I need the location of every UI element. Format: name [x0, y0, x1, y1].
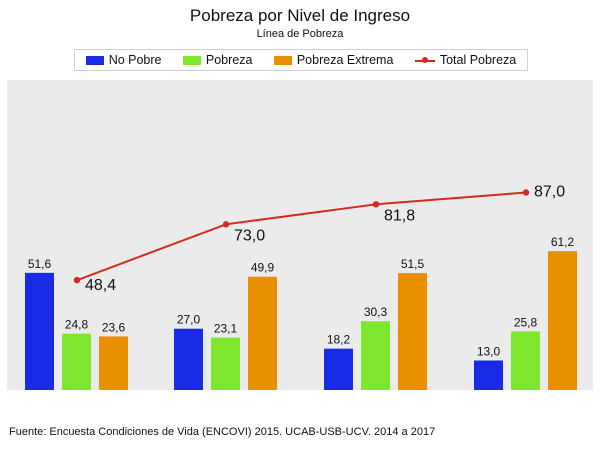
data-label-no-pobre-2015: 27,0: [177, 313, 201, 327]
legend-swatch-no-pobre: [85, 55, 104, 65]
bar-no-pobre-2014: [25, 272, 54, 390]
bar-pobreza-extrema-2016: [398, 273, 427, 390]
bar-pobreza-2017: [511, 331, 540, 390]
bar-pobreza-extrema-2014: [99, 336, 128, 390]
data-label-no-pobre-2014: 51,6: [28, 257, 52, 271]
chart-plot: 51,624,823,6201427,023,149,9201518,230,3…: [7, 80, 593, 390]
data-label-pobreza-2016: 30,3: [364, 305, 388, 319]
line-total-pobreza: [76, 191, 527, 282]
data-label-total-pobreza-2017: 87,0: [534, 184, 565, 201]
data-label-pobreza-2017: 25,8: [514, 315, 538, 329]
chart-subtitle: Línea de Pobreza: [256, 28, 344, 40]
legend-item-pobreza: Pobreza: [182, 53, 253, 67]
bar-pobreza-extrema-2017: [548, 251, 577, 390]
legend-item-pobreza-extrema: Pobreza Extrema: [273, 53, 394, 67]
point-total-pobreza-2016: [372, 201, 380, 208]
bar-no-pobre-2015: [174, 328, 203, 390]
legend-label-total-pobreza: Total Pobreza: [439, 53, 517, 67]
data-label-pobreza-extrema-2016: 51,5: [401, 257, 425, 271]
data-label-total-pobreza-2016: 81,8: [384, 207, 415, 224]
chart-title: Pobreza por Nivel de Ingreso: [189, 6, 411, 25]
data-label-total-pobreza-2014: 48,4: [85, 277, 116, 294]
data-label-pobreza-extrema-2014: 23,6: [102, 320, 126, 334]
point-total-pobreza-2015: [222, 221, 230, 228]
legend: No Pobre Pobreza Pobreza Extrema Total P…: [74, 49, 528, 71]
data-label-total-pobreza-2015: 73,0: [234, 227, 265, 244]
legend-line-total-pobreza: [414, 56, 435, 65]
data-label-pobreza-2014: 24,8: [65, 318, 89, 332]
data-label-pobreza-2015: 23,1: [214, 322, 238, 336]
data-label-pobreza-extrema-2015: 49,9: [251, 261, 275, 275]
legend-label-no-pobre: No Pobre: [108, 53, 162, 67]
legend-item-no-pobre: No Pobre: [85, 53, 162, 67]
plot-background: [7, 80, 593, 390]
bar-no-pobre-2017: [474, 360, 503, 390]
data-label-pobreza-extrema-2017: 61,2: [551, 235, 575, 249]
bar-pobreza-extrema-2015: [248, 276, 277, 390]
legend-label-pobreza: Pobreza: [205, 53, 253, 67]
bar-pobreza-2015: [211, 337, 240, 390]
legend-swatch-pobreza: [182, 55, 201, 65]
point-total-pobreza-2014: [73, 276, 81, 284]
bar-pobreza-2016: [361, 321, 390, 390]
source-note: Fuente: Encuesta Condiciones de Vida (EN…: [9, 426, 436, 438]
legend-swatch-pobreza-extrema: [273, 55, 292, 65]
bar-no-pobre-2016: [324, 348, 353, 390]
bar-pobreza-2014: [62, 333, 91, 390]
legend-item-total-pobreza: Total Pobreza: [414, 53, 517, 67]
legend-label-pobreza-extrema: Pobreza Extrema: [296, 53, 394, 67]
data-label-no-pobre-2017: 13,0: [477, 344, 501, 358]
data-label-no-pobre-2016: 18,2: [327, 333, 351, 347]
point-total-pobreza-2017: [522, 189, 530, 196]
